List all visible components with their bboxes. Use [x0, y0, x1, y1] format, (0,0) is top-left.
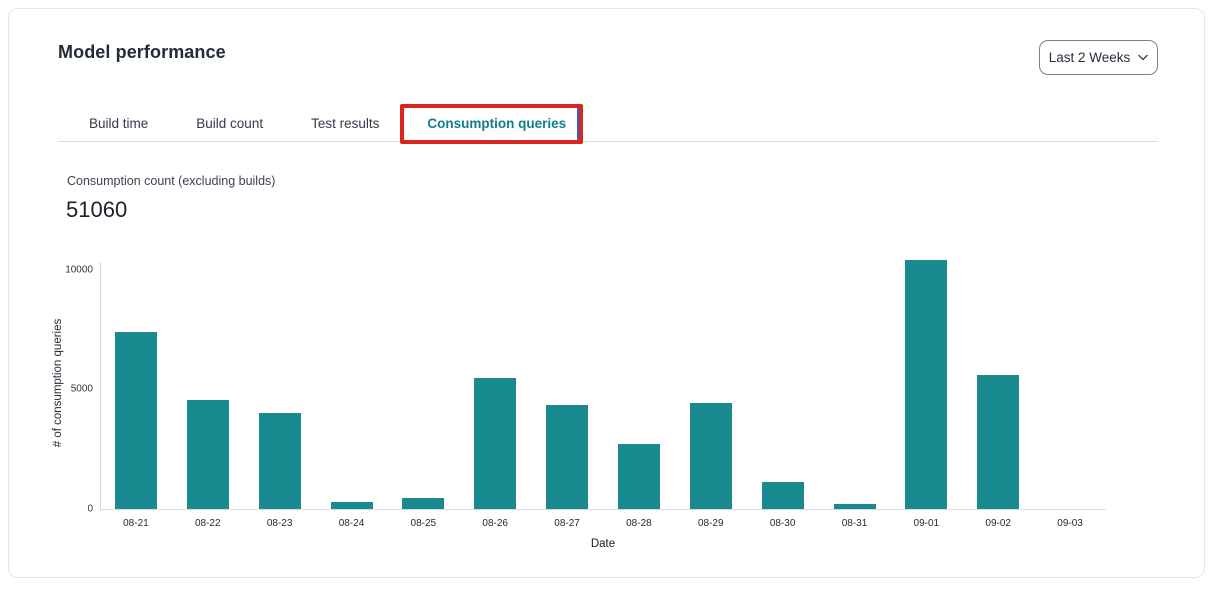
y-axis-title: # of consumption queries	[52, 318, 64, 448]
bar-08-26[interactable]	[474, 378, 517, 509]
tab-bar: Build time Build count Test results Cons…	[58, 105, 1158, 142]
tab-build-count[interactable]: Build count	[196, 115, 264, 131]
x-axis-line	[100, 509, 1106, 510]
x-tick-label: 08-26	[482, 518, 508, 529]
y-tick-label: 5000	[70, 383, 93, 395]
x-tick-label: 09-01	[913, 518, 940, 529]
consumption-queries-chart: # of consumption queries 0 5000 10000 08-2…	[9, 9, 1206, 579]
model-performance-card: Model performance Last 2 Weeks Build tim…	[8, 8, 1205, 578]
bar-08-25[interactable]	[402, 498, 445, 509]
bar-08-24[interactable]	[330, 501, 373, 509]
bar-08-27[interactable]	[546, 405, 589, 509]
bar-08-22[interactable]	[186, 399, 229, 509]
x-tick-label: 08-22	[194, 518, 221, 529]
time-range-dropdown[interactable]: Last 2 Weeks	[1039, 40, 1158, 75]
page-title: Model performance	[58, 42, 226, 62]
x-tick-label: 08-30	[769, 518, 796, 529]
x-axis-title: Date	[590, 538, 616, 550]
tab-test-results[interactable]: Test results	[311, 115, 380, 131]
y-axis-line	[100, 262, 101, 510]
bar-08-30[interactable]	[761, 481, 804, 509]
x-tick-label: 08-23	[266, 518, 293, 529]
bar-09-01[interactable]	[905, 260, 948, 509]
x-tick-label: 08-21	[123, 518, 149, 529]
tab-consumption-queries[interactable]: Consumption queries	[427, 115, 567, 131]
time-range-label: Last 2 Weeks	[1048, 50, 1131, 65]
metric-value: 51060	[66, 197, 128, 222]
y-tick-label: 0	[87, 503, 93, 515]
tab-build-time[interactable]: Build time	[89, 115, 149, 131]
bar-08-29[interactable]	[689, 402, 732, 509]
bar-08-23[interactable]	[258, 413, 301, 509]
x-tick-label: 09-03	[1057, 518, 1083, 529]
bar-08-21[interactable]	[114, 332, 157, 509]
bar-09-02[interactable]	[977, 375, 1020, 509]
bar-08-28[interactable]	[617, 443, 660, 509]
x-tick-label: 08-29	[697, 518, 724, 529]
y-tick-label: 10000	[65, 264, 93, 276]
x-tick-label: 08-27	[554, 518, 580, 529]
metric-label: Consumption count (excluding builds)	[67, 174, 276, 188]
chevron-down-icon	[1138, 54, 1148, 61]
x-tick-label: 08-31	[841, 518, 868, 529]
x-tick-label: 09-02	[985, 518, 1011, 529]
bar-08-31[interactable]	[833, 503, 876, 509]
x-tick-label: 08-28	[626, 518, 652, 529]
x-tick-label: 08-25	[410, 518, 437, 529]
x-tick-label: 08-24	[338, 518, 365, 529]
